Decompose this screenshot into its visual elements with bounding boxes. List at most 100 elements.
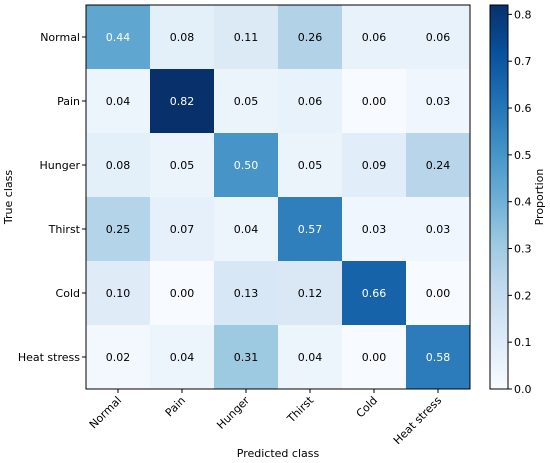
cell-value-label: 0.24 xyxy=(426,159,451,172)
cell-value-label: 0.05 xyxy=(234,95,259,108)
cell-value-label: 0.04 xyxy=(298,351,323,364)
heatmap-cell xyxy=(86,197,150,261)
cell-value-label: 0.06 xyxy=(426,31,451,44)
colorbar-tick-label: 0.1 xyxy=(514,336,532,349)
cell-value-label: 0.10 xyxy=(106,287,131,300)
cell-value-label: 0.58 xyxy=(426,351,451,364)
cell-value-label: 0.12 xyxy=(298,287,323,300)
cell-value-label: 0.09 xyxy=(362,159,387,172)
heatmap-cell xyxy=(86,133,150,197)
cell-value-label: 0.00 xyxy=(362,95,387,108)
cell-value-label: 0.06 xyxy=(362,31,387,44)
y-tick-label: Heat stress xyxy=(18,351,80,364)
colorbar-tick-label: 0.7 xyxy=(514,55,532,68)
x-tick-labels: Normal Pain Hunger Thirst Cold Heat stress xyxy=(87,389,444,447)
cell-value-label: 0.00 xyxy=(170,287,195,300)
cell-value-label: 0.08 xyxy=(106,159,131,172)
heatmap-cell xyxy=(342,261,406,325)
colorbar: 0.0 0.1 0.2 0.3 0.4 0.5 0.6 0.7 0.8 xyxy=(489,4,532,396)
heatmap-cell xyxy=(150,5,214,69)
heatmap-cell xyxy=(406,5,470,69)
heatmap-cell xyxy=(342,5,406,69)
heatmap-cell xyxy=(342,133,406,197)
heatmap-cell xyxy=(214,5,278,69)
cell-value-label: 0.06 xyxy=(298,95,323,108)
heatmap-cell xyxy=(406,133,470,197)
heatmap-cell xyxy=(214,133,278,197)
heatmap-cell xyxy=(214,69,278,133)
heatmap-cell xyxy=(214,325,278,389)
x-tick-label: Pain xyxy=(163,394,188,419)
y-tick-label: Pain xyxy=(57,95,80,108)
heatmap-cell xyxy=(150,133,214,197)
cell-value-label: 0.00 xyxy=(362,351,387,364)
cell-value-label: 0.07 xyxy=(170,223,195,236)
heatmap-cell xyxy=(342,197,406,261)
heatmap-cell xyxy=(214,261,278,325)
cell-value-label: 0.05 xyxy=(298,159,323,172)
heatmap-cell xyxy=(278,197,342,261)
heatmap-cell xyxy=(150,197,214,261)
heatmap-cell xyxy=(342,69,406,133)
colorbar-tick-label: 0.5 xyxy=(514,149,532,162)
heatmap-cell xyxy=(86,69,150,133)
heatmap-cell xyxy=(406,261,470,325)
cell-value-label: 0.13 xyxy=(234,287,259,300)
cell-value-label: 0.04 xyxy=(170,351,195,364)
cell-value-label: 0.03 xyxy=(426,95,451,108)
colorbar-tick-label: 0.6 xyxy=(514,102,532,115)
cell-value-label: 0.04 xyxy=(234,223,259,236)
cell-value-label: 0.57 xyxy=(298,223,323,236)
y-tick-label: Normal xyxy=(40,31,80,44)
heatmap-cell xyxy=(278,325,342,389)
heatmap-cell xyxy=(406,325,470,389)
cell-value-label: 0.08 xyxy=(170,31,195,44)
x-tick-label: Normal xyxy=(87,394,124,431)
cell-value-label: 0.00 xyxy=(426,287,451,300)
cell-value-label: 0.44 xyxy=(106,31,131,44)
heatmap-cell xyxy=(278,5,342,69)
y-tick-labels: Normal Pain Hunger Thirst Cold Heat stress xyxy=(18,31,86,364)
heatmap-cells: 0.44 0.08 0.11 0.26 0.06 0.06 0.04 0.82 0.05 0.06… xyxy=(86,5,470,389)
colorbar-tick-label: 0.4 xyxy=(514,196,532,209)
heatmap-cell xyxy=(278,69,342,133)
cell-value-label: 0.02 xyxy=(106,351,131,364)
cell-value-label: 0.03 xyxy=(426,223,451,236)
colorbar-tick-label: 0.8 xyxy=(514,8,532,21)
heatmap-cell xyxy=(86,261,150,325)
colorbar-tick-label: 0.3 xyxy=(514,243,532,256)
heatmap-cell xyxy=(278,261,342,325)
heatmap-cell xyxy=(86,325,150,389)
cell-value-label: 0.04 xyxy=(106,95,131,108)
heatmap-cell xyxy=(150,325,214,389)
cell-value-label: 0.03 xyxy=(362,223,387,236)
heatmap-cell xyxy=(406,69,470,133)
y-tick-label: Cold xyxy=(56,287,80,300)
colorbar-label: Proportion xyxy=(533,169,546,226)
y-axis-label: True class xyxy=(2,170,15,225)
cell-value-label: 0.05 xyxy=(170,159,195,172)
heatmap-cell xyxy=(342,325,406,389)
colorbar-tick-label: 0.2 xyxy=(514,289,532,302)
heatmap-cell xyxy=(150,69,214,133)
colorbar-gradient xyxy=(489,4,509,390)
cell-value-label: 0.11 xyxy=(234,31,259,44)
x-axis-label: Predicted class xyxy=(237,447,320,460)
y-tick-label: Thirst xyxy=(48,223,81,236)
x-tick-label: Hunger xyxy=(214,394,252,432)
x-tick-label: Cold xyxy=(354,394,380,420)
cell-value-label: 0.31 xyxy=(234,351,259,364)
colorbar-tick-label: 0.0 xyxy=(514,383,532,396)
plot-frame xyxy=(85,4,471,390)
y-tick-label: Hunger xyxy=(40,159,81,172)
cell-value-label: 0.82 xyxy=(170,95,195,108)
heatmap-cell xyxy=(406,197,470,261)
x-tick-label: Thirst xyxy=(284,393,317,426)
cell-value-label: 0.25 xyxy=(106,223,131,236)
heatmap-cell xyxy=(278,133,342,197)
cell-value-label: 0.66 xyxy=(362,287,387,300)
heatmap-cell xyxy=(86,5,150,69)
x-tick-label: Heat stress xyxy=(391,394,444,447)
heatmap-cell xyxy=(150,261,214,325)
